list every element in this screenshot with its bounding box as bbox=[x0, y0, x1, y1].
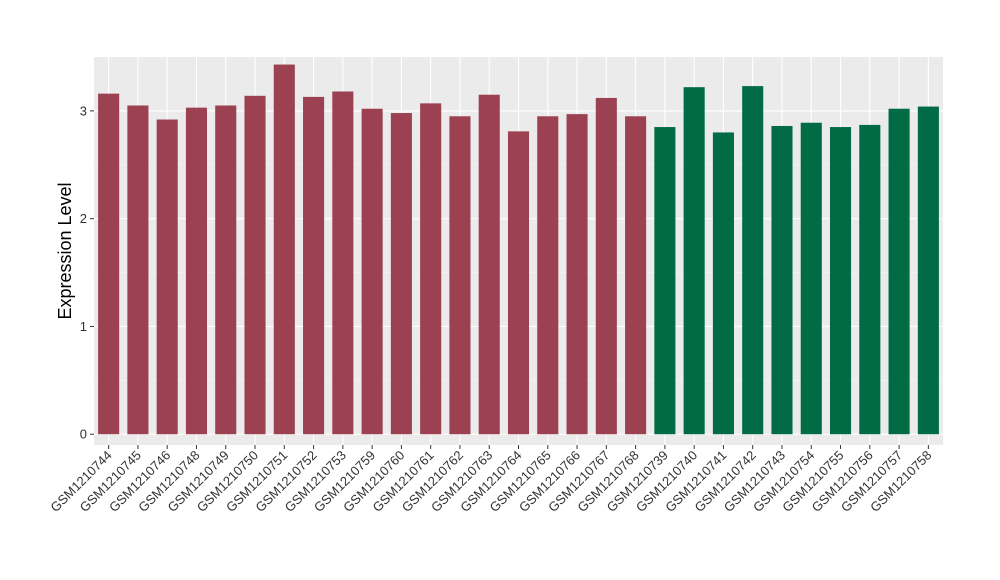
bar-GSM1210761 bbox=[420, 103, 442, 435]
y-tick-label: 2 bbox=[80, 211, 87, 226]
bar-GSM1210756 bbox=[859, 124, 881, 435]
bar-GSM1210750 bbox=[244, 95, 266, 435]
bar-GSM1210757 bbox=[888, 108, 910, 435]
bar-GSM1210742 bbox=[742, 86, 764, 435]
bar-GSM1210752 bbox=[303, 96, 325, 435]
bar-GSM1210768 bbox=[625, 116, 647, 435]
bar-GSM1210766 bbox=[566, 114, 588, 435]
bar-GSM1210764 bbox=[507, 131, 530, 435]
bar-GSM1210741 bbox=[712, 132, 734, 435]
bar-GSM1210739 bbox=[654, 127, 676, 435]
bar-GSM1210753 bbox=[332, 91, 354, 435]
bar-GSM1210751 bbox=[273, 64, 295, 435]
bar-GSM1210740 bbox=[683, 87, 705, 435]
bar-GSM1210744 bbox=[98, 93, 120, 435]
bar-GSM1210754 bbox=[800, 122, 822, 435]
y-tick-label: 3 bbox=[80, 103, 87, 118]
bar-GSM1210748 bbox=[185, 107, 208, 435]
bar-GSM1210749 bbox=[215, 105, 237, 435]
bars-group bbox=[98, 64, 939, 435]
y-tick-label: 1 bbox=[80, 319, 87, 334]
bar-GSM1210760 bbox=[390, 113, 412, 435]
bar-GSM1210767 bbox=[595, 97, 617, 435]
y-tick-label: 0 bbox=[80, 427, 87, 442]
bar-GSM1210758 bbox=[917, 106, 939, 435]
bar-GSM1210746 bbox=[156, 119, 178, 435]
bar-GSM1210763 bbox=[478, 94, 500, 435]
bar-GSM1210762 bbox=[449, 116, 471, 435]
bar-GSM1210755 bbox=[829, 127, 852, 435]
y-axis-title: Expression Level bbox=[55, 182, 75, 319]
y-axis: 0 1 2 3 bbox=[80, 103, 94, 442]
bar-GSM1210759 bbox=[361, 108, 383, 435]
x-axis: GSM1210744GSM1210745GSM1210746GSM1210748… bbox=[47, 445, 934, 515]
bar-GSM1210743 bbox=[771, 125, 793, 435]
bar-GSM1210745 bbox=[127, 105, 149, 435]
bar-GSM1210765 bbox=[537, 116, 559, 435]
